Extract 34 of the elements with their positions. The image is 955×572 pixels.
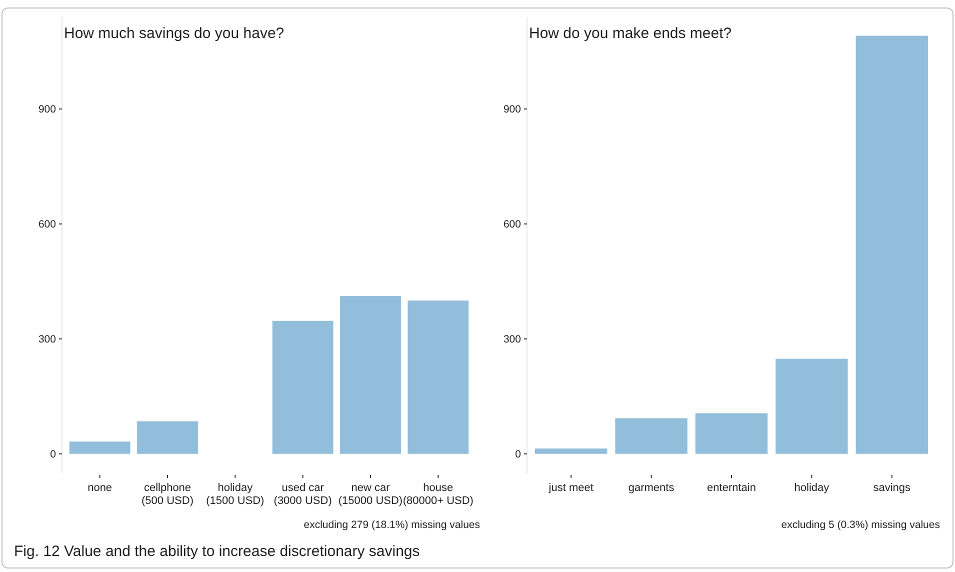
text: How much savings do you have? xyxy=(64,25,284,42)
text: How do you make ends meet? xyxy=(529,25,732,42)
bar xyxy=(856,36,928,454)
bar xyxy=(340,296,401,454)
y-tick-label: 0 xyxy=(515,448,522,461)
bar xyxy=(69,442,130,454)
y-tick-label: 600 xyxy=(503,218,522,231)
x-tick-label: holiday xyxy=(794,482,830,494)
x-tick-label: just meet xyxy=(548,482,594,494)
y-tick-label: 900 xyxy=(38,104,56,116)
y-tick-label: 300 xyxy=(38,334,56,346)
bar xyxy=(408,300,469,454)
bar xyxy=(137,421,198,454)
caption: Fig. 12 Value and the ability to increase discretionary savings xyxy=(14,543,420,560)
y-tick-label: 300 xyxy=(503,334,522,346)
x-tick-label: enterntain xyxy=(707,482,756,494)
bar xyxy=(272,320,334,454)
x-tick-label: cellphone (500 USD) xyxy=(142,482,194,507)
text: excluding 5 (0.3%) missing values xyxy=(781,519,940,531)
y-tick-label: 600 xyxy=(38,218,56,231)
x-tick-label: none xyxy=(88,482,112,494)
x-tick-label: house (80000+ USD) xyxy=(402,482,474,507)
text: excluding 279 (18.1%) missing values xyxy=(304,519,480,531)
y-tick-label: 900 xyxy=(503,104,522,116)
bar xyxy=(776,358,848,454)
x-tick-label: garments xyxy=(628,482,675,494)
x-tick-label: new car (15000 USD) xyxy=(338,482,403,507)
bar xyxy=(535,448,608,454)
y-tick-label: 0 xyxy=(50,448,56,461)
bar xyxy=(615,418,688,454)
x-tick-label: holiday (1500 USD) xyxy=(206,482,264,507)
x-tick-label: savings xyxy=(873,482,912,494)
bar xyxy=(695,413,768,454)
x-tick-label: used car (3000 USD) xyxy=(274,482,332,507)
